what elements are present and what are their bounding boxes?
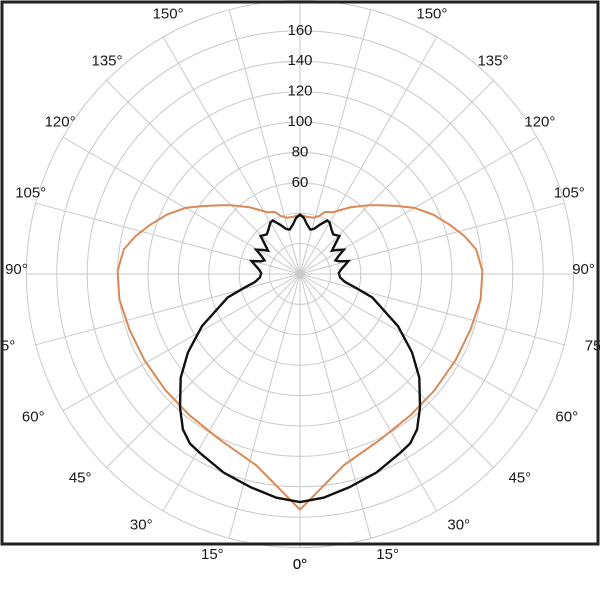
svg-text:135°: 135° (92, 53, 123, 70)
svg-text:135°: 135° (477, 53, 508, 70)
svg-text:60: 60 (292, 174, 309, 191)
svg-text:90°: 90° (572, 261, 595, 278)
svg-text:140: 140 (287, 52, 312, 69)
svg-text:105°: 105° (554, 185, 585, 202)
svg-text:30°: 30° (130, 516, 153, 533)
svg-text:60°: 60° (555, 408, 578, 425)
svg-text:120°: 120° (524, 114, 555, 131)
svg-text:80: 80 (292, 143, 309, 160)
svg-text:150°: 150° (153, 6, 184, 23)
svg-text:60°: 60° (22, 408, 45, 425)
svg-text:160: 160 (287, 22, 312, 39)
svg-text:0°: 0° (293, 556, 307, 573)
svg-text:15°: 15° (201, 546, 224, 563)
svg-text:45°: 45° (69, 470, 92, 487)
svg-text:90°: 90° (5, 261, 28, 278)
svg-text:150°: 150° (416, 6, 447, 23)
svg-text:45°: 45° (509, 470, 532, 487)
svg-text:120: 120 (287, 83, 312, 100)
svg-text:120°: 120° (45, 114, 76, 131)
svg-text:100: 100 (287, 113, 312, 130)
svg-text:15°: 15° (376, 546, 399, 563)
svg-text:105°: 105° (15, 185, 46, 202)
svg-text:30°: 30° (447, 516, 470, 533)
